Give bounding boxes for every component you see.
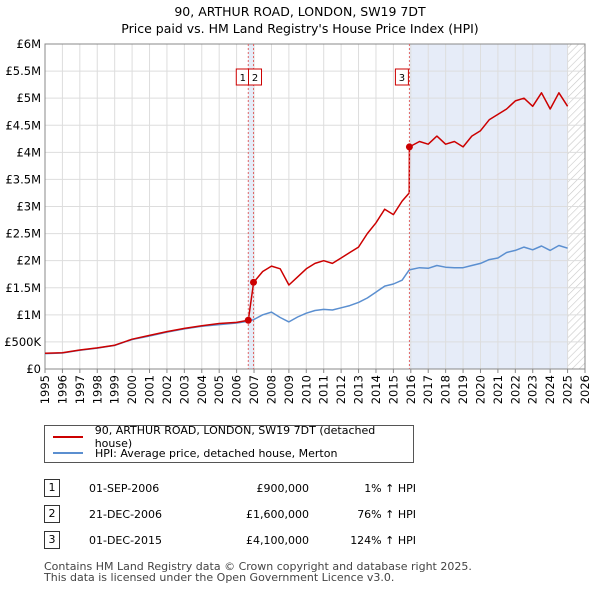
sale-3-label: 3 [399,73,405,84]
table-row: 3 01-DEC-2015 £4,100,000 124% ↑ HPI [44,527,416,553]
x-tick-label: 2026 [578,375,592,404]
x-tick-label: 2001 [143,375,157,404]
x-tick-label: 1995 [38,375,52,404]
legend: 90, ARTHUR ROAD, LONDON, SW19 7DT (detac… [44,424,414,463]
transactions-table: 1 01-SEP-2006 £900,000 1% ↑ HPI 2 21-DEC… [44,475,416,553]
y-tick-label: £5.5M [5,64,41,78]
y-tick-label: £1.5M [5,281,41,295]
sale-hpi-change: 76% ↑ HPI [357,507,416,521]
x-tick-label: 2022 [508,375,522,404]
x-tick-label: 2018 [439,375,453,404]
legend-label-property: 90, ARTHUR ROAD, LONDON, SW19 7DT (detac… [94,424,376,450]
property-series-line [44,92,569,355]
sale-2-point [250,278,258,286]
y-tick-label: £4.5M [5,118,41,132]
y-tick-label: £500K [4,335,41,349]
table-row: 1 01-SEP-2006 £900,000 1% ↑ HPI [44,475,416,501]
x-tick-label: 2009 [282,375,296,404]
sale-date: 21-DEC-2006 [89,507,163,521]
y-tick-label: £2.5M [5,227,41,241]
y-tick-label: £3M [16,200,41,214]
legend-swatch-hpi [53,452,83,454]
legend-label-hpi: HPI: Average price, detached house, Mert… [95,446,338,460]
x-tick-label: 2008 [264,375,278,404]
x-tick-label: 2010 [299,375,313,404]
x-tick-label: 2007 [247,375,261,404]
sale-hpi-change: 124% ↑ HPI [350,533,416,547]
x-tick-label: 1998 [90,375,104,404]
footer-copyright: Contains HM Land Registry data © Crown c… [44,560,472,573]
x-tick-label: 2005 [212,375,226,404]
sale-price: £900,000 [256,481,310,495]
y-tick-label: £1M [16,308,41,322]
footer: Contains HM Land Registry data © Crown c… [44,561,472,583]
price-chart: £0 £500K £1M £1.5M £2M £2.5M £3M £3.5M £4M £4.5M £… [4,37,592,404]
x-tick-label: 2014 [369,375,383,404]
sale-date: 01-SEP-2006 [89,481,160,495]
chart-title: 90, ARTHUR ROAD, LONDON, SW19 7DT [174,4,426,19]
x-tick-label: 2015 [386,375,400,404]
legend-item-hpi: HPI: Average price, detached house, Mert… [53,446,337,460]
x-tick-label: 1999 [108,375,122,404]
sale-number-badge: 1 [44,479,60,497]
x-tick-label: 2004 [195,375,209,404]
x-tick-label: 1996 [55,375,69,404]
table-row: 2 21-DEC-2006 £1,600,000 76% ↑ HPI [44,501,416,527]
x-tick-label: 2020 [473,375,487,404]
x-tick-label: 2016 [404,375,418,404]
sale-price: £4,100,000 [246,533,309,547]
sale-number-badge: 2 [44,505,60,523]
x-tick-label: 2023 [526,375,540,404]
sale-1-point [244,316,252,324]
legend-swatch-property [53,436,83,438]
y-tick-label: £4M [16,145,41,159]
sale-hpi-change: 1% ↑ HPI [364,481,416,495]
x-tick-label: 2021 [491,375,505,404]
x-tick-label: 2006 [230,375,244,404]
x-tick-label: 2019 [456,375,470,404]
plot-border [44,43,586,370]
legend-item-property: 90, ARTHUR ROAD, LONDON, SW19 7DT (detac… [53,424,413,450]
y-tick-label: £3.5M [5,172,41,186]
sale-2-label-box [248,68,263,86]
sale-number-badge: 3 [44,531,60,549]
x-tick-label: 1997 [73,375,87,404]
x-tick-label: 2012 [334,375,348,404]
sale-3-label-box [394,68,409,86]
sale-2-label: 2 [252,73,258,84]
sale-1-label: 1 [240,73,246,84]
footer-licence: This data is licensed under the Open Gov… [44,571,395,584]
x-tick-label: 2025 [561,375,575,404]
y-tick-label: £5M [16,91,41,105]
x-tick-label: 2000 [125,375,139,404]
x-tick-label: 2017 [421,375,435,404]
chart-subtitle: Price paid vs. HM Land Registry's House … [121,21,479,36]
y-tick-label: £6M [16,37,41,51]
sale-date: 01-DEC-2015 [89,533,163,547]
sale-3-point [405,143,413,151]
y-tick-label: £2M [16,254,41,268]
x-tick-label: 2003 [177,375,191,404]
x-tick-label: 2011 [317,375,331,404]
x-tick-label: 2013 [352,375,366,404]
x-tick-label: 2002 [160,375,174,404]
y-tick-label: £0 [26,362,41,376]
sale-price: £1,600,000 [246,507,309,521]
x-tick-label: 2024 [543,375,557,404]
